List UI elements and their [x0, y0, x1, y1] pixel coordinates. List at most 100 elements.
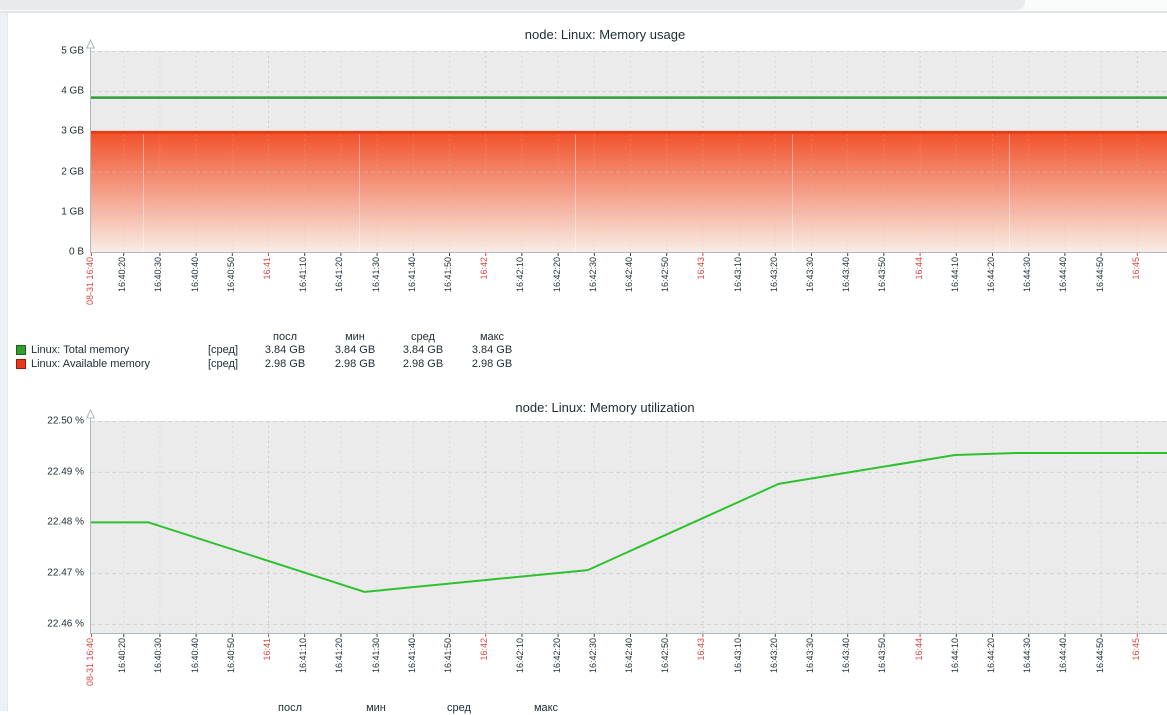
legend-color-swatch — [16, 359, 26, 369]
x-axis-label: 16:44 — [913, 257, 924, 280]
page-background-strip — [0, 13, 7, 711]
legend-stat-value: 2.98 GB — [264, 358, 306, 370]
x-axis-label: 16:41:50 — [443, 257, 453, 293]
y-axis-label: 1 GB — [61, 206, 84, 218]
x-axis-label: 16:41:40 — [406, 638, 417, 674]
y-axis-label: 22.46 % — [47, 618, 84, 630]
legend-stat-value: 3.84 GB — [264, 344, 306, 356]
x-axis-label: 16:40:50 — [225, 257, 236, 293]
x-axis-label: 16:41 — [262, 257, 272, 280]
memory-usage-chart-title: node: Linux: Memory usage — [524, 27, 686, 42]
x-axis-label: 16:42:20 — [551, 257, 562, 293]
x-axis-label: 16:44 — [913, 638, 924, 661]
x-axis-label: 16:44:30 — [1022, 638, 1033, 674]
legend-header: посл — [273, 331, 297, 343]
x-axis-label: 16:44:10 — [949, 257, 960, 293]
x-axis-label: 16:42:20 — [551, 638, 562, 674]
x-axis-label: 16:43 — [696, 257, 707, 280]
legend-header: макс — [479, 331, 505, 343]
x-axis-label: 16:42 — [479, 638, 490, 661]
legend-header: мин — [345, 331, 365, 343]
x-axis-label: 16:43:40 — [841, 257, 852, 293]
x-axis-label: 16:44:40 — [1058, 257, 1069, 293]
legend-header: сред — [447, 702, 471, 714]
x-axis-label: 16:41 — [262, 638, 272, 661]
browser-chrome-strip — [0, 0, 1167, 13]
memory-utilization-chart-title: node: Linux: Memory utilization — [515, 400, 695, 415]
legend-stat-value: 3.84 GB — [471, 344, 513, 356]
legend-series-name: Linux: Available memory — [31, 358, 151, 370]
available-memory-line — [91, 130, 1167, 134]
x-axis-label: 16:40:40 — [189, 257, 200, 293]
x-axis-label: 16:43:20 — [768, 257, 779, 293]
legend-stat-value: 2.98 GB — [334, 358, 376, 370]
x-axis-label: 16:41:30 — [370, 638, 381, 674]
x-axis-label: 16:41:10 — [298, 257, 309, 293]
x-axis-label: 16:40:30 — [153, 638, 164, 674]
y-axis-label: 22.50 % — [47, 415, 84, 427]
x-axis-label: 08-31 16:40 — [85, 257, 95, 306]
x-axis-label: 16:40:20 — [117, 638, 128, 674]
x-axis-label: 16:42 — [479, 257, 490, 280]
legend-series-name: Linux: Total memory — [31, 344, 130, 356]
legend-header: мин — [366, 702, 386, 714]
y-axis-label: 22.49 % — [47, 466, 84, 478]
x-axis-label: 16:42:30 — [587, 257, 598, 293]
x-axis-label: 16:40:30 — [153, 257, 164, 293]
x-axis-label: 16:44:50 — [1094, 638, 1105, 674]
x-axis-label: 16:41:10 — [298, 638, 309, 674]
x-axis-label: 16:45 — [1130, 638, 1141, 661]
x-axis-label: 16:41:50 — [443, 638, 453, 674]
x-axis-label: 16:40:20 — [117, 257, 128, 293]
legend-stat-value: 3.84 GB — [334, 344, 376, 356]
legend-header: посл — [278, 702, 302, 714]
x-axis-label: 16:42:10 — [515, 638, 526, 674]
legend-header: сред — [411, 331, 435, 343]
x-axis-label: 16:45 — [1130, 257, 1141, 280]
x-axis-label: 16:44:20 — [986, 638, 996, 674]
x-axis-label: 16:43:20 — [768, 638, 779, 674]
x-axis-label: 16:43:10 — [732, 257, 743, 293]
x-axis-label: 16:42:40 — [624, 257, 634, 293]
memory-utilization-line — [91, 452, 1167, 593]
legend-aggregation: [сред] — [208, 358, 239, 370]
x-axis-label: 16:43 — [696, 638, 707, 661]
x-axis-label: 16:44:40 — [1058, 638, 1069, 674]
browser-chrome-border — [0, 11, 1167, 13]
y-axis-label: 3 GB — [61, 125, 84, 137]
x-axis-label: 16:44:30 — [1022, 257, 1033, 293]
x-axis-label: 16:41:30 — [370, 257, 381, 293]
x-axis-label: 16:44:20 — [986, 257, 996, 293]
x-axis-label: 16:41:20 — [334, 638, 345, 674]
y-axis-label: 4 GB — [61, 85, 84, 97]
legend-stat-value: 2.98 GB — [471, 358, 513, 370]
x-axis-label: 16:42:30 — [587, 638, 598, 674]
x-axis-label: 16:43:40 — [841, 638, 852, 674]
legend-header: макс — [533, 702, 559, 714]
legend-color-swatch — [16, 345, 26, 355]
x-axis-label: 16:43:10 — [732, 638, 743, 674]
y-axis-label: 22.47 % — [47, 567, 84, 579]
x-axis-label: 16:42:40 — [624, 638, 634, 674]
plot-background — [91, 421, 1167, 633]
x-axis-label: 16:42:10 — [515, 257, 526, 293]
browser-tab-band — [0, 0, 1025, 10]
x-axis-label: 16:43:30 — [805, 257, 815, 293]
y-axis-label: 22.48 % — [47, 516, 84, 528]
memory-utilization-plot-area[interactable] — [0, 390, 1167, 640]
legend-stat-value: 3.84 GB — [402, 344, 444, 356]
x-axis-label: 16:42:50 — [660, 257, 671, 293]
legend-aggregation: [сред] — [208, 344, 239, 356]
x-axis-label: 16:40:50 — [225, 638, 236, 674]
legend-stat-value: 2.98 GB — [402, 358, 444, 370]
memory-usage-plot-area[interactable] — [0, 0, 1167, 260]
x-axis-label: 08-31 16:40 — [85, 638, 95, 687]
x-axis-label: 16:42:50 — [660, 638, 671, 674]
y-axis-label: 2 GB — [61, 166, 84, 178]
y-axis-arrow-icon — [85, 408, 96, 419]
x-axis-label: 16:43:30 — [805, 638, 815, 674]
x-axis-label: 16:44:10 — [949, 638, 960, 674]
y-axis-arrow-icon — [85, 38, 96, 49]
available-memory-area — [91, 132, 1167, 252]
